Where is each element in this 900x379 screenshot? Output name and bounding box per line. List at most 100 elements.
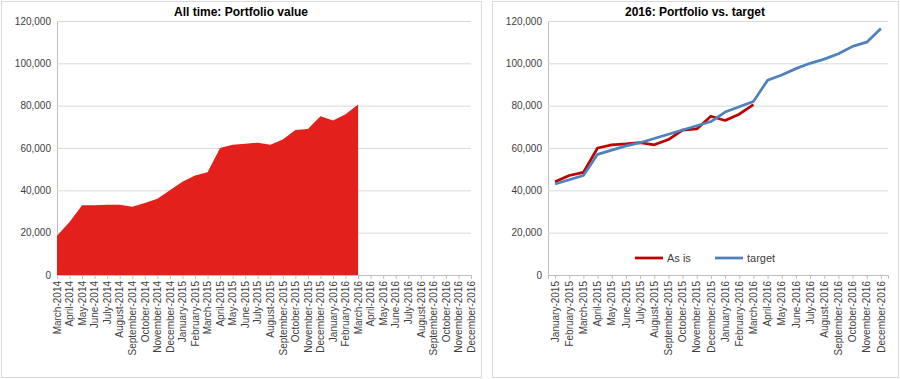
x-tick: August-2015: [265, 275, 276, 338]
legend-item: target: [715, 252, 775, 264]
x-tick-mark: [333, 275, 334, 279]
x-tick: November-2015: [303, 275, 314, 353]
x-tick: December-2015: [706, 275, 717, 353]
x-tick-label: August-2014: [114, 281, 125, 338]
x-tick-mark: [654, 275, 655, 279]
x-tick-mark: [383, 275, 384, 279]
x-tick: January-2015: [177, 275, 188, 342]
x-tick-mark: [583, 275, 584, 279]
grid-line: [57, 21, 471, 22]
x-tick-label: October-2016: [441, 281, 452, 343]
legend-label: target: [747, 252, 775, 264]
x-tick: January-2016: [720, 275, 731, 342]
x-tick: July-2016: [805, 275, 816, 324]
y-tick: 80,000: [511, 100, 888, 111]
x-tick-label: November-2016: [861, 281, 872, 353]
x-tick-label: February-2015: [564, 281, 575, 347]
x-tick: February-2015: [564, 275, 575, 347]
x-tick: December-2015: [315, 275, 326, 353]
x-tick: June-2015: [240, 275, 251, 328]
y-tick-label: 0: [536, 270, 542, 281]
x-tick: April-2015: [215, 275, 226, 327]
x-tick-mark: [258, 275, 259, 279]
x-tick-mark: [867, 275, 868, 279]
x-tick-label: December-2014: [165, 281, 176, 353]
x-tick-label: January-2016: [720, 281, 731, 343]
y-tick-label: 100,000: [15, 58, 52, 69]
x-axis: March-2014April-2014May-2014June-2014Jul…: [52, 275, 477, 356]
x-tick-mark: [640, 275, 641, 279]
x-tick: May-2015: [606, 275, 617, 325]
x-tick-label: September-2016: [833, 281, 844, 356]
x-tick: May-2016: [378, 275, 389, 325]
y-axis: 020,00040,00060,00080,000100,000120,000: [506, 16, 888, 281]
x-tick: April-2015: [592, 275, 603, 327]
x-tick-mark: [768, 275, 769, 279]
y-tick-label: 60,000: [20, 143, 51, 154]
x-tick: February-2016: [734, 275, 745, 347]
x-tick: March-2016: [353, 275, 364, 334]
x-tick: June-2015: [621, 275, 632, 328]
x-tick-label: October-2015: [677, 281, 688, 343]
x-tick-mark: [295, 275, 296, 279]
x-tick: September-2015: [663, 275, 674, 356]
plot-area: 020,00040,00060,00080,000100,000120,000M…: [15, 16, 477, 356]
line: [555, 105, 753, 182]
x-tick-mark: [320, 275, 321, 279]
x-tick: November-2015: [691, 275, 702, 353]
x-tick-label: February-2016: [734, 281, 745, 347]
x-tick-mark: [853, 275, 854, 279]
x-tick-mark: [421, 275, 422, 279]
x-tick-label: January-2015: [177, 281, 188, 343]
x-tick-mark: [208, 275, 209, 279]
y-tick-label: 0: [45, 270, 51, 281]
x-tick-mark: [220, 275, 221, 279]
x-tick-label: July-2016: [403, 281, 414, 325]
x-tick-mark: [120, 275, 121, 279]
y-tick: 60,000: [511, 143, 888, 154]
x-tick: January-2015: [550, 275, 561, 342]
x-tick-label: May-2016: [378, 281, 389, 326]
x-tick-mark: [796, 275, 797, 279]
x-tick: March-2015: [578, 275, 589, 334]
area: [57, 105, 358, 275]
y-tick-label: 80,000: [20, 100, 51, 111]
panel-frame: [2, 2, 482, 378]
x-tick-label: December-2016: [876, 281, 887, 353]
x-tick-mark: [308, 275, 309, 279]
x-tick-label: June-2016: [390, 281, 401, 329]
x-tick: May-2014: [77, 275, 88, 325]
x-tick: August-2016: [819, 275, 830, 338]
x-tick-label: March-2015: [202, 281, 213, 335]
x-tick-label: June-2015: [621, 281, 632, 329]
x-tick-label: November-2016: [453, 281, 464, 353]
chart-panel: 2016: Portfolio vs. target020,00040,0006…: [493, 2, 899, 378]
chart-title: All time: Portfolio value: [174, 5, 308, 19]
x-tick-mark: [57, 275, 58, 279]
y-tick-label: 100,000: [506, 58, 543, 69]
x-tick-label: September-2015: [278, 281, 289, 356]
x-tick-mark: [396, 275, 397, 279]
x-tick-label: December-2016: [466, 281, 477, 353]
x-tick: May-2016: [776, 275, 787, 325]
legend-swatch: [635, 257, 663, 260]
x-tick: November-2016: [861, 275, 872, 353]
x-tick-mark: [810, 275, 811, 279]
x-tick-label: February-2015: [190, 281, 201, 347]
x-tick-mark: [697, 275, 698, 279]
x-tick-label: November-2015: [303, 281, 314, 353]
line: [555, 28, 881, 184]
x-tick-mark: [358, 275, 359, 279]
x-tick-mark: [70, 275, 71, 279]
x-tick-mark: [182, 275, 183, 279]
x-tick: September-2016: [428, 275, 439, 356]
legend-label: As is: [667, 252, 691, 264]
x-tick: September-2015: [278, 275, 289, 356]
x-tick-mark: [612, 275, 613, 279]
x-tick: April-2014: [64, 275, 75, 327]
x-tick-label: July-2015: [635, 281, 646, 325]
x-tick-mark: [157, 275, 158, 279]
x-tick: June-2014: [89, 275, 100, 328]
marks: [555, 28, 881, 184]
x-tick-mark: [569, 275, 570, 279]
